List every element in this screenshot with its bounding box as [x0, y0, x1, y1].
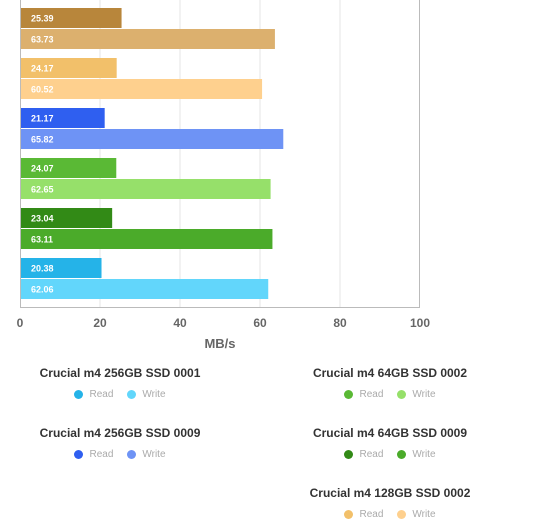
legend-group-title: Crucial m4 64GB SSD 0009: [312, 426, 468, 440]
legend-item-label: Read: [359, 509, 384, 520]
legend-group-title: Crucial m4 128GB SSD 0002: [309, 486, 471, 500]
write-value-label: 65.82: [31, 135, 54, 145]
write-bar: [21, 129, 284, 149]
legend-swatch: [127, 390, 137, 399]
legend-swatch: [397, 510, 407, 519]
legend-swatch: [127, 450, 137, 459]
legend-swatch: [74, 450, 84, 459]
legend-item-read[interactable]: Read: [344, 449, 383, 460]
legend-swatch: [74, 390, 84, 399]
legend-item-write[interactable]: Write: [397, 509, 436, 520]
write-value-label: 62.06: [31, 285, 54, 295]
read-value-label: 20.38: [31, 264, 54, 274]
read-value-label: 21.17: [31, 114, 54, 124]
write-value-label: 63.11: [31, 235, 53, 245]
read-value-label: 24.07: [31, 164, 54, 174]
write-value-label: 62.65: [31, 185, 54, 195]
legend-item-read[interactable]: Read: [344, 509, 383, 520]
read-value-label: 25.39: [31, 14, 54, 24]
legend-group: Crucial m4 64GB SSD 0009 Read Write: [270, 426, 510, 460]
x-axis-title: MB/s: [204, 336, 235, 351]
read-bar: [21, 58, 117, 78]
bars: 25.39 63.73 24.17 60.52 21.17 65.82 24.07 62.65…: [21, 8, 284, 299]
legend-swatch: [344, 450, 354, 459]
legend-item-write[interactable]: Write: [127, 449, 166, 460]
x-tick-label: 40: [173, 316, 187, 330]
legend-item-label: Write: [412, 389, 436, 400]
legend-item-read[interactable]: Read: [344, 389, 383, 400]
legend-item-read[interactable]: Read: [74, 389, 113, 400]
read-bar: [21, 208, 113, 228]
legend-item-write[interactable]: Write: [397, 389, 436, 400]
legend-item-label: Write: [142, 389, 166, 400]
legend-group: Crucial m4 64GB SSD 0002 Read Write: [270, 366, 510, 400]
legend-swatch: [397, 450, 407, 459]
grid-lines: [20, 0, 420, 308]
bar-chart: 25.39 63.73 24.17 60.52 21.17 65.82 24.07 62.65…: [17, 0, 431, 351]
x-axis-ticks: 0 20 40 60 80 100: [17, 316, 431, 330]
legend-item-label: Read: [359, 449, 384, 460]
write-bar: [21, 279, 269, 299]
write-bar: [21, 29, 275, 49]
legend-item-label: Write: [142, 449, 166, 460]
legend-item-label: Write: [412, 449, 436, 460]
legend-group-title: Crucial m4 256GB SSD 0009: [39, 426, 201, 440]
read-value-label: 24.17: [31, 64, 54, 74]
read-value-label: 23.04: [31, 214, 54, 224]
legend-item-read[interactable]: Read: [74, 449, 113, 460]
legend-group-title: Crucial m4 256GB SSD 0001: [39, 366, 201, 380]
legend-group-title: Crucial m4 64GB SSD 0002: [312, 366, 468, 380]
legend-swatch: [344, 510, 354, 519]
write-bar: [21, 79, 263, 99]
write-bar: [21, 179, 271, 199]
read-bar: [21, 258, 102, 278]
write-value-label: 60.52: [31, 85, 54, 95]
legend-item-label: Read: [89, 389, 114, 400]
legend-item-label: Read: [89, 449, 114, 460]
legend-item-label: Read: [359, 389, 384, 400]
x-tick-label: 100: [410, 316, 430, 330]
read-bar: [21, 108, 105, 128]
legend-item-label: Write: [412, 509, 436, 520]
legend-swatch: [397, 390, 407, 399]
legend-group: Crucial m4 256GB SSD 0001 Read Write: [0, 366, 240, 400]
legend-group: Crucial m4 256GB SSD 0009 Read Write: [0, 426, 240, 460]
legend-swatch: [344, 390, 354, 399]
legend-group: Crucial m4 128GB SSD 0002 Read Write: [270, 486, 510, 520]
legend-item-write[interactable]: Write: [397, 449, 436, 460]
x-tick-label: 20: [93, 316, 107, 330]
x-tick-label: 60: [253, 316, 267, 330]
read-bar: [21, 158, 117, 178]
read-bar: [21, 8, 122, 28]
x-tick-label: 80: [333, 316, 347, 330]
x-tick-label: 0: [17, 316, 24, 330]
legend-item-write[interactable]: Write: [127, 389, 166, 400]
write-value-label: 63.73: [31, 35, 54, 45]
write-bar: [21, 229, 273, 249]
